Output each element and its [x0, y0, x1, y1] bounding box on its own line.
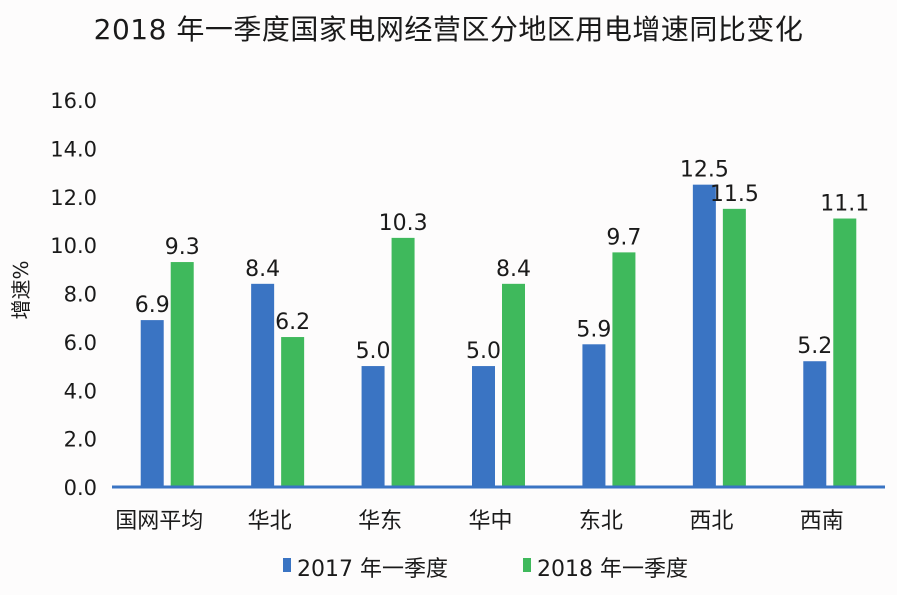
legend-label: 2017 年一季度	[297, 557, 448, 582]
bar-2017	[803, 361, 827, 487]
x-tick-label: 西南	[800, 509, 844, 534]
data-label: 5.0	[466, 339, 501, 364]
bar-2017	[140, 320, 164, 487]
x-tick-label: 华中	[468, 509, 512, 534]
data-label: 6.2	[275, 310, 310, 335]
y-tick-label: 4.0	[64, 379, 97, 403]
data-label: 8.4	[496, 257, 531, 282]
y-tick-label: 16.0	[50, 89, 97, 113]
chart-title: 2018 年一季度国家电网经营区分地区用电增速同比变化	[93, 13, 804, 46]
legend-swatch	[523, 558, 531, 572]
bar-2018	[170, 262, 194, 487]
data-label: 11.1	[820, 192, 869, 217]
bar-2018	[502, 283, 525, 487]
data-label: 5.9	[576, 317, 611, 342]
bar-2017	[251, 283, 275, 487]
data-label: 12.5	[680, 158, 729, 183]
y-tick-label: 10.0	[50, 234, 97, 258]
y-tick-label: 2.0	[64, 428, 97, 452]
x-tick-label: 华北	[248, 509, 292, 534]
bar-2018	[833, 218, 857, 488]
legend-swatch	[283, 558, 291, 572]
bar-2017	[582, 344, 606, 487]
bar-2017	[692, 184, 716, 487]
y-tick-label: 8.0	[64, 283, 97, 307]
data-label: 5.2	[797, 334, 832, 359]
data-label: 5.0	[356, 339, 391, 364]
y-tick-label: 6.0	[64, 331, 97, 355]
y-axis-label: 增速%	[9, 260, 33, 319]
x-tick-label: 国网平均	[115, 509, 203, 534]
bar-2017	[361, 366, 385, 487]
data-label: 8.4	[245, 257, 280, 282]
bar-2018	[722, 208, 746, 487]
data-label: 10.3	[379, 211, 428, 236]
y-tick-label: 14.0	[50, 137, 97, 161]
data-label: 9.7	[606, 225, 641, 250]
data-label: 6.9	[135, 293, 170, 318]
bar-2017	[472, 366, 495, 487]
x-tick-label: 华东	[358, 509, 402, 534]
x-tick-label: 东北	[579, 509, 623, 534]
x-tick-label: 西北	[689, 509, 733, 534]
bar-2018	[612, 252, 636, 487]
legend-label: 2018 年一季度	[537, 557, 688, 582]
data-label: 11.5	[710, 182, 759, 207]
bar-2018	[391, 237, 415, 487]
bar-2018	[281, 337, 305, 487]
y-tick-label: 12.0	[50, 186, 97, 210]
data-label: 9.3	[165, 235, 200, 260]
y-tick-label: 0.0	[64, 476, 97, 500]
